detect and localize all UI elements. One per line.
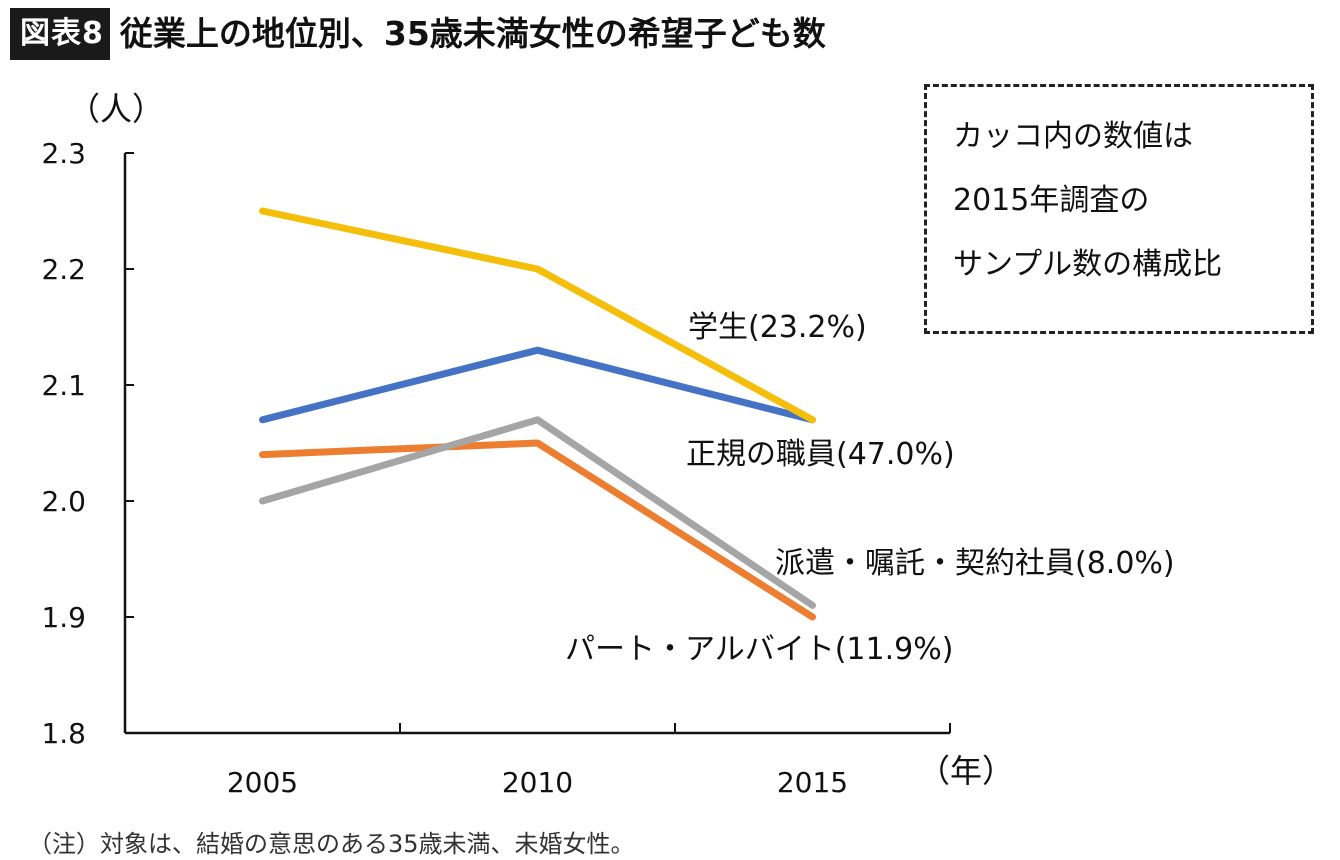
y-axis-unit-label: （人） xyxy=(68,90,164,128)
y-tick-label: 1.9 xyxy=(41,601,86,634)
note-line: サンプル数の構成比 xyxy=(953,247,1223,282)
note-box: カッコ内の数値は 2015年調査の サンプル数の構成比 xyxy=(924,84,1314,334)
y-tick-label: 2.2 xyxy=(41,253,86,286)
series-label: 学生(23.2%) xyxy=(688,310,867,345)
y-tick-label: 2.1 xyxy=(41,369,86,402)
x-tick-label: 2005 xyxy=(227,766,298,799)
series-line xyxy=(259,416,816,609)
series-line xyxy=(259,346,816,424)
figure-header: 図表8 従業上の地位別、35歳未満女性の希望子ども数 xyxy=(10,6,826,62)
x-tick-label: 2010 xyxy=(502,766,573,799)
footnote: （注）対象は、結婚の意思のある35歳未満、未婚女性。 xyxy=(28,830,635,858)
y-tick-label: 1.8 xyxy=(41,717,86,750)
chart-title: 従業上の地位別、35歳未満女性の希望子ども数 xyxy=(119,14,826,53)
note-line: カッコ内の数値は xyxy=(953,119,1193,154)
y-tick-label: 2.0 xyxy=(41,485,86,518)
series-label: パート・アルバイト(11.9%) xyxy=(565,632,953,667)
series-line xyxy=(259,439,816,621)
series-label: 正規の職員(47.0%) xyxy=(686,437,955,472)
note-line: 2015年調査の xyxy=(953,183,1150,218)
series-label: 派遣・嘱託・契約社員(8.0%) xyxy=(775,546,1175,581)
x-axis-unit-label: （年） xyxy=(918,752,1014,790)
figure-number-badge: 図表8 xyxy=(10,8,110,60)
y-tick-label: 2.3 xyxy=(41,137,86,170)
series-line xyxy=(259,207,816,424)
x-tick-label: 2015 xyxy=(777,766,848,799)
